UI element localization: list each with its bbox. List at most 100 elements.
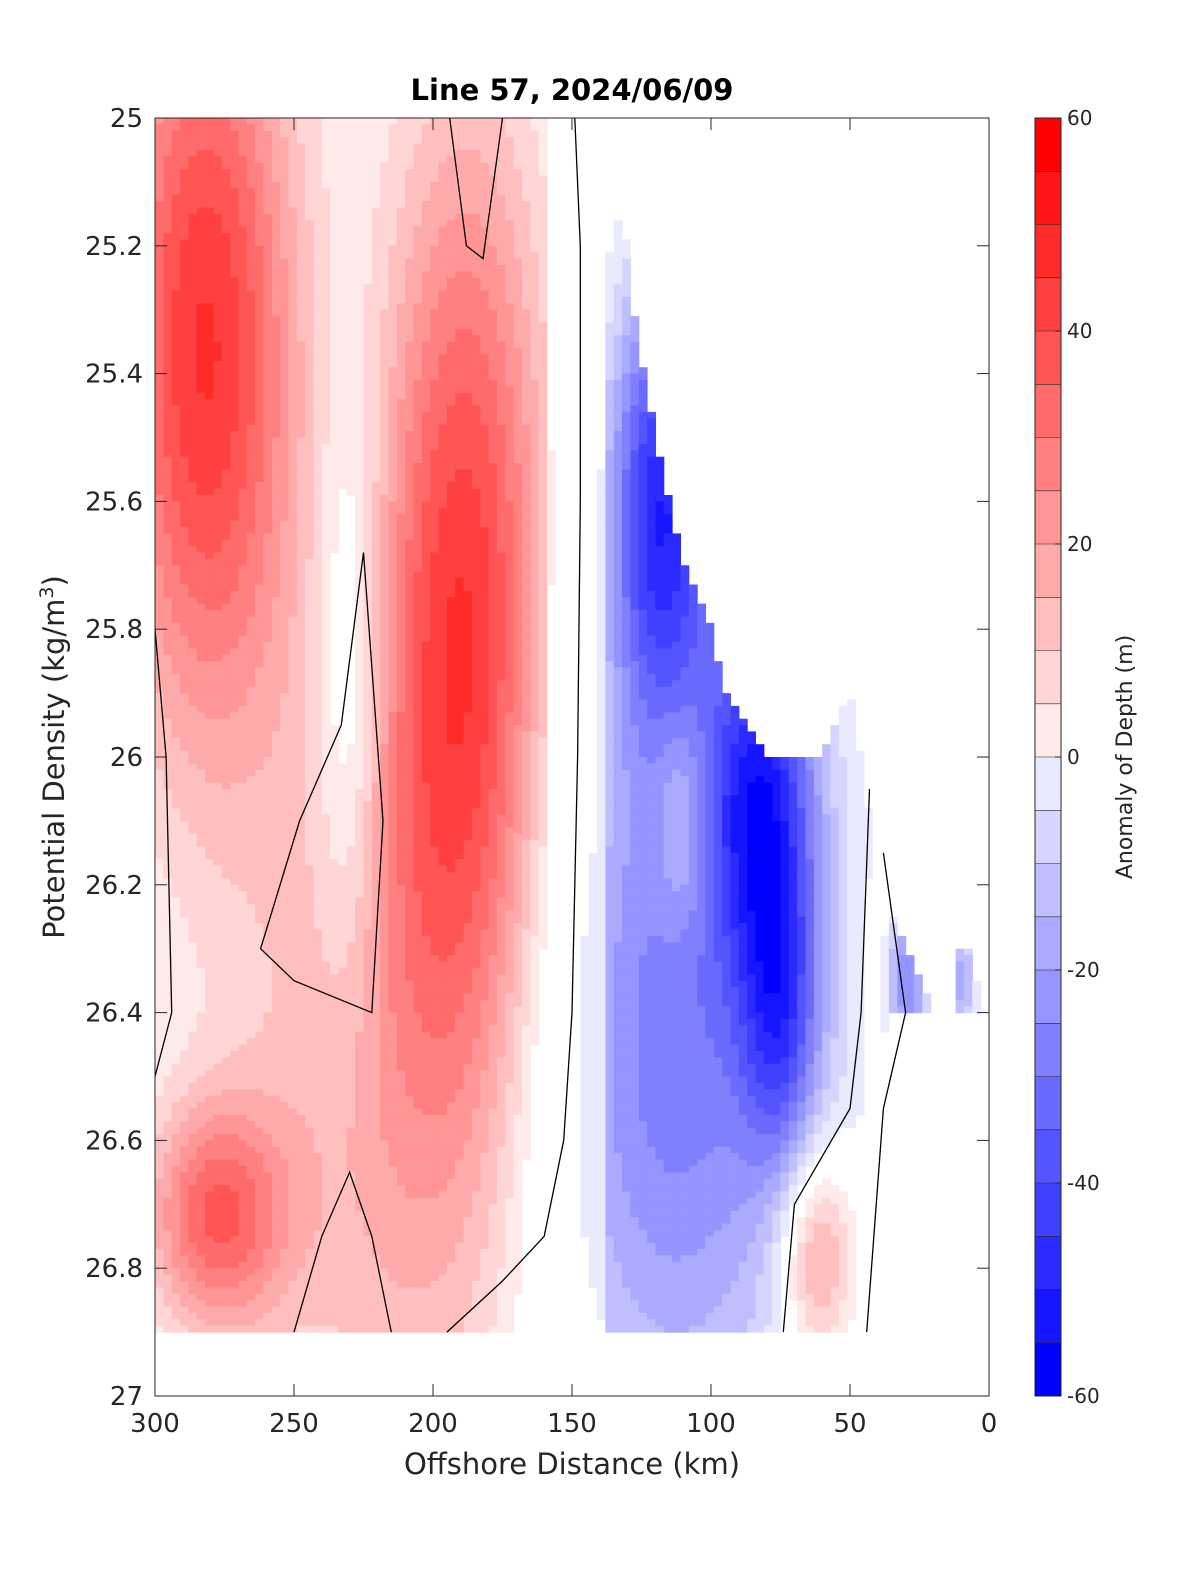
field-cell [271, 233, 281, 240]
field-cell [263, 763, 273, 771]
field-cell [213, 1057, 223, 1065]
field-cell [221, 322, 231, 330]
field-cell [346, 181, 356, 189]
field-cell [313, 680, 323, 688]
field-cell [171, 955, 181, 963]
field-cell [155, 801, 164, 809]
field-cell [246, 846, 256, 854]
field-cell [355, 475, 365, 483]
field-cell [180, 980, 189, 988]
field-cell [238, 878, 248, 886]
field-cell [213, 929, 223, 937]
field-cell [321, 980, 331, 988]
field-cell [213, 1210, 223, 1218]
field-cell [355, 194, 365, 202]
field-cell [155, 699, 164, 707]
field-cell [363, 795, 373, 803]
field-cell [363, 865, 373, 873]
field-cell [230, 265, 239, 272]
field-cell [363, 910, 373, 918]
field-cell [155, 233, 164, 240]
field-cell [313, 578, 323, 586]
field-cell [180, 194, 189, 202]
field-cell [363, 1249, 373, 1256]
field-cell [230, 527, 239, 534]
field-cell [238, 680, 248, 688]
field-cell [280, 629, 289, 637]
field-cell [188, 258, 198, 266]
field-cell [288, 686, 298, 694]
field-cell [246, 1306, 256, 1314]
field-cell [255, 897, 264, 905]
field-cell [305, 380, 314, 387]
field-cell [280, 475, 289, 483]
field-cell [155, 1261, 164, 1269]
field-cell [288, 118, 298, 125]
field-cell [230, 1070, 239, 1078]
field-cell [363, 1050, 373, 1058]
field-cell [288, 245, 298, 253]
field-cell [305, 1204, 314, 1212]
field-cell [280, 539, 289, 547]
field-cell [188, 661, 198, 669]
field-cell [205, 840, 214, 848]
field-cell [230, 405, 239, 413]
field-cell [246, 367, 256, 375]
field-cell [313, 335, 323, 343]
field-cell [255, 852, 264, 860]
field-cell [171, 699, 181, 707]
field-cell [271, 699, 281, 707]
field-cell [271, 603, 281, 611]
field-cell [213, 443, 223, 451]
field-cell [271, 443, 281, 451]
field-cell [238, 124, 248, 132]
field-cell [338, 993, 348, 1001]
field-cell [363, 712, 373, 720]
field-cell [296, 475, 306, 483]
field-cell [188, 309, 198, 317]
field-cell [230, 533, 239, 541]
field-cell [363, 1191, 373, 1199]
field-cell [355, 386, 365, 394]
field-cell [363, 1185, 373, 1193]
field-cell [163, 188, 173, 196]
field-cell [313, 450, 323, 458]
field-cell [363, 130, 373, 138]
field-cell [355, 910, 365, 918]
field-cell [155, 188, 164, 196]
field-cell [355, 431, 365, 439]
field-cell [246, 680, 256, 688]
field-cell [263, 974, 273, 982]
field-cell [155, 980, 164, 988]
field-cell [271, 220, 281, 228]
field-cell [363, 1140, 373, 1148]
field-cell [280, 431, 289, 439]
field-cell [196, 258, 206, 266]
field-cell [321, 539, 331, 547]
field-cell [330, 1197, 339, 1205]
field-cell [188, 533, 198, 541]
field-cell [296, 207, 306, 215]
field-cell [213, 290, 223, 298]
field-cell [305, 1306, 314, 1314]
field-cell [363, 290, 373, 298]
field-cell [171, 1166, 181, 1173]
field-cell [313, 405, 323, 413]
field-cell [296, 277, 306, 285]
field-cell [238, 846, 248, 854]
field-cell [221, 923, 231, 931]
field-cell [196, 175, 206, 183]
field-cell [271, 737, 281, 745]
field-cell [188, 916, 198, 924]
field-cell [280, 360, 289, 368]
field-cell [305, 1102, 314, 1110]
field-cell [330, 1127, 339, 1135]
field-cell [188, 1293, 198, 1301]
field-cell [296, 782, 306, 790]
field-cell [180, 520, 189, 528]
field-cell [171, 948, 181, 956]
field-cell [338, 852, 348, 860]
field-cell [246, 1070, 256, 1078]
field-cell [255, 130, 264, 138]
field-cell [238, 188, 248, 196]
